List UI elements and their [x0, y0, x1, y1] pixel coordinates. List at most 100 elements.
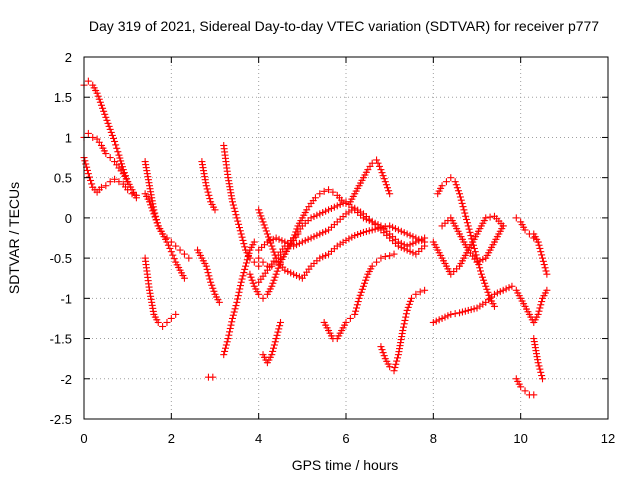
data-point [202, 262, 210, 270]
data-point-interp [483, 285, 491, 293]
data-point [272, 270, 280, 278]
data-point [220, 351, 228, 359]
data-point-interp [170, 255, 178, 263]
data-point-interp [245, 249, 253, 257]
data-point-interp [536, 304, 544, 312]
data-point [521, 226, 529, 234]
data-point-interp [535, 362, 543, 370]
data-point-interp [485, 291, 493, 299]
data-point [517, 383, 525, 391]
data-point [539, 375, 546, 383]
data-point-interp [313, 231, 321, 239]
data-point-interp [406, 231, 414, 239]
data-point [316, 210, 324, 218]
data-point [97, 183, 105, 191]
data-point [228, 314, 236, 322]
data-point-interp [96, 98, 104, 106]
data-point [115, 178, 123, 186]
y-tick-label: 1 [65, 130, 72, 145]
y-tick-label: 0 [65, 211, 72, 226]
data-point-interp [234, 217, 242, 225]
data-point [290, 242, 298, 250]
data-point [373, 156, 381, 164]
data-point-interp [304, 235, 312, 243]
data-point [106, 154, 114, 162]
data-point-interp [345, 235, 353, 243]
data-point-interp [148, 204, 156, 212]
y-tick-label: -1.5 [50, 332, 72, 347]
data-point [394, 242, 402, 250]
data-point-interp [164, 241, 172, 249]
data-point-interp [236, 282, 244, 290]
data-point [342, 318, 350, 326]
data-point [307, 234, 315, 242]
data-point-interp [112, 141, 120, 149]
data-point-interp [232, 211, 240, 219]
data-point [438, 182, 446, 190]
data-point [429, 318, 437, 326]
data-point-interp [484, 288, 492, 296]
axis-ticks [83, 56, 609, 420]
data-point-interp [409, 233, 417, 241]
data-point [237, 278, 245, 286]
data-point-interp [310, 233, 318, 241]
data-point-interp [378, 169, 386, 177]
data-point-interp [383, 184, 391, 192]
data-point-interp [400, 245, 408, 253]
data-point [390, 367, 398, 375]
data-point-interp [244, 253, 252, 261]
data-point-interp [476, 264, 484, 272]
data-point-interp [536, 365, 544, 373]
data-point-interp [461, 307, 469, 315]
data-point-interp [248, 276, 256, 284]
data-point-interp [275, 235, 283, 243]
data-point-interp [262, 227, 270, 235]
data-point-interp [271, 273, 279, 281]
data-point-interp [537, 368, 545, 376]
data-point-interp [451, 310, 459, 318]
data-point-interp [336, 200, 344, 208]
data-point-interp [239, 236, 247, 244]
data-point-interp [374, 159, 382, 167]
data-point [281, 266, 289, 274]
data-point-interp [363, 273, 371, 281]
data-point-interp [454, 187, 462, 195]
data-point-interp [169, 251, 177, 259]
data-point-interp [100, 107, 108, 115]
data-point-interp [539, 257, 547, 265]
data-point-interp [270, 341, 278, 349]
data-point-interp [95, 95, 103, 103]
data-point-interp [406, 247, 414, 255]
data-point-interp [208, 281, 216, 289]
data-point [281, 238, 289, 246]
data-point [534, 238, 542, 246]
data-point-interp [463, 215, 471, 223]
data-point [438, 314, 446, 322]
data-point [403, 246, 411, 254]
data-point [268, 282, 276, 290]
data-point [311, 194, 319, 202]
data-point [473, 258, 481, 266]
data-point-interp [222, 341, 230, 349]
data-point-interp [406, 241, 414, 249]
data-point [242, 262, 250, 270]
data-point [316, 254, 324, 262]
data-points [80, 77, 551, 399]
data-point [211, 206, 219, 214]
data-point [543, 270, 551, 278]
data-point-interp [81, 157, 89, 165]
data-point [386, 222, 394, 230]
data-point-interp [375, 162, 383, 170]
data-point-interp [397, 243, 405, 251]
data-point-interp [247, 273, 255, 281]
data-point [290, 270, 298, 278]
data-point-interp [234, 292, 242, 300]
data-point [381, 253, 389, 261]
data-point-interp [409, 239, 417, 247]
data-point [447, 310, 455, 318]
data-point-interp [382, 181, 390, 189]
data-point [325, 206, 333, 214]
data-point [351, 310, 359, 318]
data-point [451, 178, 459, 186]
data-point [172, 242, 180, 250]
